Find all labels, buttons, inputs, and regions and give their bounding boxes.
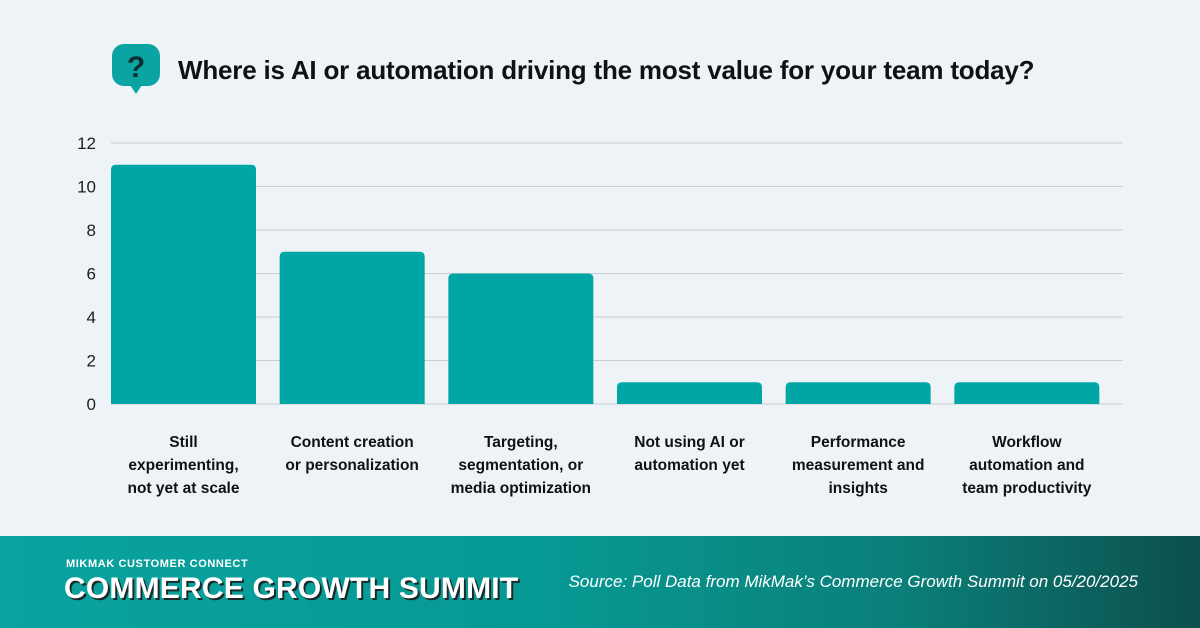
x-tick-label-line: measurement and [791, 457, 925, 474]
x-tick-label-line: Performance [810, 434, 906, 451]
chart-header: ? Where is AI or automation driving the … [112, 44, 1035, 96]
bar [617, 382, 762, 404]
event-title: COMMERCE GROWTH SUMMIT [64, 572, 519, 605]
y-tick-label: 6 [87, 265, 96, 284]
x-tick-label-line: Not using AI or [634, 434, 745, 451]
y-tick-label: 12 [77, 134, 96, 153]
x-tick-label: Content creation or personalization [277, 431, 427, 477]
y-tick-label: 10 [77, 178, 96, 197]
y-tick-label: 4 [87, 308, 96, 327]
x-tick-label: Workflow automation and team productivity [952, 431, 1102, 500]
x-tick-label-line: segmentation, or [458, 457, 584, 474]
x-tick-label-line: Content creation [290, 434, 414, 451]
bar-chart: 0 2 4 6 8 10 12 [77, 134, 1123, 414]
x-tick-label-line: team productivity [962, 480, 1092, 497]
bar [785, 382, 931, 404]
x-tick-label-line: or personalization [285, 457, 419, 474]
x-tick-label-line: Still [169, 434, 198, 451]
source-note: Source: Poll Data from MikMak’s Commerce… [568, 572, 1138, 591]
y-tick-label: 2 [87, 352, 96, 371]
footer-banner: MIKMAK CUSTOMER CONNECT COMMERCE GROWTH … [0, 536, 1200, 628]
x-tick-label-line: experimenting, [128, 457, 239, 474]
x-tick-label-line: insights [828, 480, 888, 497]
x-tick-label: Still experimenting, not yet at scale [109, 431, 259, 500]
x-tick-label-line: not yet at scale [127, 480, 240, 497]
bar [954, 382, 1100, 404]
event-eyebrow: MIKMAK CUSTOMER CONNECT [66, 558, 249, 570]
x-tick-label-line: Workflow [992, 434, 1062, 451]
bar [279, 251, 425, 404]
x-tick-label: Not using AI or automation yet [615, 431, 765, 477]
x-tick-label-line: automation yet [634, 457, 745, 474]
gridlines [111, 142, 1123, 405]
bar [448, 273, 594, 404]
x-tick-label: Performance measurement and insights [783, 431, 933, 500]
bar [111, 164, 256, 404]
y-axis-ticks: 0 2 4 6 8 10 12 [77, 134, 96, 414]
x-tick-label: Targeting, segmentation, or media optimiza… [446, 431, 596, 500]
svg-text:?: ? [127, 51, 145, 84]
bars [111, 164, 1100, 404]
x-tick-label-line: media optimization [450, 480, 592, 497]
x-tick-label-line: automation and [969, 457, 1085, 474]
chart-title: Where is AI or automation driving the mo… [178, 54, 1035, 85]
y-tick-label: 0 [87, 395, 96, 414]
question-bubble-icon: ? [112, 44, 160, 94]
y-tick-label: 8 [87, 221, 96, 240]
x-tick-label-line: Targeting, [483, 434, 558, 451]
